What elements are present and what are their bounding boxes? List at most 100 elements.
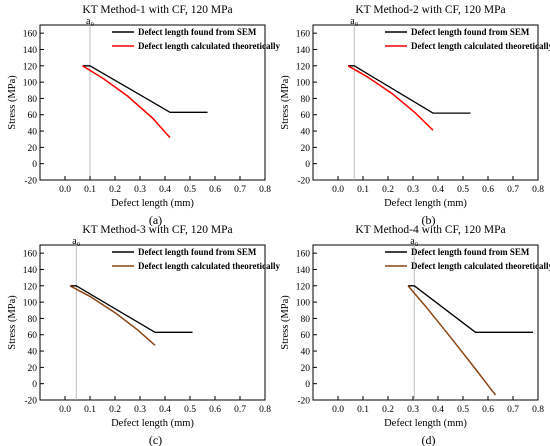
y-axis-label: Stress (MPa) — [7, 295, 18, 350]
y-tick-label: 80 — [28, 315, 38, 325]
x-tick-label: 0.8 — [532, 405, 544, 415]
x-tick-label: 0.8 — [259, 405, 271, 415]
legend-entry: Defect length found from SEM — [138, 247, 257, 257]
x-tick-label: 0.2 — [382, 405, 394, 415]
y-tick-label: 20 — [28, 144, 38, 154]
x-tick-label: 0.7 — [234, 405, 246, 415]
x-tick-label: 0.2 — [382, 185, 394, 195]
x-tick-label: 0.2 — [109, 185, 121, 195]
y-tick-label: 120 — [23, 282, 38, 292]
plot-frame — [39, 24, 266, 181]
x-tick-label: 0.3 — [407, 405, 419, 415]
y-tick-label: 100 — [296, 79, 311, 89]
x-tick-label: 0.1 — [84, 405, 96, 415]
y-tick-label: 40 — [28, 348, 38, 358]
x-axis-label: Defect length (mm) — [384, 198, 467, 209]
y-tick-label: 120 — [23, 62, 38, 72]
x-tick-label: 0.5 — [457, 185, 469, 195]
y-tick-label: 160 — [23, 250, 38, 260]
x-tick-label: 0.4 — [159, 185, 171, 195]
x-tick-label: 0.1 — [357, 405, 369, 415]
y-tick-label: 80 — [301, 95, 311, 105]
x-tick-label: 0.5 — [184, 405, 196, 415]
x-tick-label: 0.6 — [209, 405, 221, 415]
y-tick-label: 120 — [296, 282, 311, 292]
y-tick-label: 40 — [301, 128, 311, 138]
panel-label: (d) — [422, 433, 436, 446]
y-tick-label: 100 — [23, 299, 38, 309]
y-tick-label: 60 — [301, 331, 311, 341]
legend-entry: Defect length found from SEM — [411, 247, 530, 257]
y-tick-label: 20 — [301, 144, 311, 154]
series-line-theoretical — [407, 285, 497, 396]
x-tick-label: 0.0 — [332, 185, 344, 195]
x-tick-label: 0.7 — [507, 185, 519, 195]
x-tick-label: 0.7 — [234, 185, 246, 195]
panel-label: (b) — [422, 213, 436, 227]
y-tick-label: -20 — [24, 397, 37, 407]
y-tick-label: 140 — [296, 266, 311, 276]
y-tick-label: 0 — [305, 380, 310, 390]
y-tick-label: 40 — [301, 348, 311, 358]
chart-title: KT Method-3 with CF, 120 MPa — [82, 224, 232, 236]
series-line-theoretical — [82, 65, 171, 139]
x-tick-label: 0.8 — [259, 185, 271, 195]
chart-title: KT Method-1 with CF, 120 MPa — [82, 4, 232, 16]
x-tick-label: 0.1 — [84, 185, 96, 195]
x-tick-label: 0.4 — [432, 405, 444, 415]
y-tick-label: 20 — [28, 364, 38, 374]
x-tick-label: 0.6 — [209, 185, 221, 195]
y-tick-label: 80 — [301, 315, 311, 325]
y-tick-label: 20 — [301, 364, 311, 374]
y-tick-label: 160 — [296, 250, 311, 260]
x-tick-label: 0.1 — [357, 185, 369, 195]
x-tick-label: 0.8 — [532, 185, 544, 195]
y-tick-label: 60 — [28, 111, 38, 121]
plot-frame — [39, 244, 266, 401]
y-tick-label: 160 — [296, 30, 311, 40]
y-axis-label: Stress (MPa) — [280, 75, 291, 130]
y-tick-label: 80 — [28, 95, 38, 105]
chart-title: KT Method-4 with CF, 120 MPa — [355, 224, 505, 236]
x-tick-label: 0.5 — [457, 405, 469, 415]
x-tick-label: 0.6 — [482, 185, 494, 195]
x-tick-label: 0.0 — [59, 185, 71, 195]
series-line-sem — [408, 285, 533, 333]
y-tick-label: -20 — [24, 177, 37, 187]
series-line-sem — [70, 285, 193, 333]
y-tick-label: 140 — [23, 266, 38, 276]
y-tick-label: 60 — [301, 111, 311, 121]
y-tick-label: 140 — [23, 46, 38, 56]
chart-title: KT Method-2 with CF, 120 MPa — [355, 4, 505, 16]
series-line-sem — [82, 65, 208, 113]
y-tick-label: 60 — [28, 331, 38, 341]
y-tick-label: 140 — [296, 46, 311, 56]
series-line-sem — [348, 65, 471, 114]
plot-frame — [312, 244, 539, 401]
x-tick-label: 0.4 — [432, 185, 444, 195]
legend-entry: Defect length found from SEM — [411, 27, 530, 37]
y-tick-label: -20 — [297, 177, 310, 187]
panel-label: (a) — [149, 213, 162, 227]
a0-label: a₀ — [86, 16, 94, 27]
legend-entry: Defect length calculated theoretically — [138, 41, 281, 51]
a0-label: a₀ — [72, 236, 80, 247]
y-tick-label: 100 — [23, 79, 38, 89]
y-axis-label: Stress (MPa) — [7, 75, 18, 130]
y-tick-label: 0 — [305, 160, 310, 170]
x-tick-label: 0.4 — [159, 405, 171, 415]
x-axis-label: Defect length (mm) — [111, 198, 194, 209]
a0-label: a₀ — [410, 236, 418, 247]
panel-label: (c) — [149, 433, 162, 446]
x-tick-label: 0.3 — [407, 185, 419, 195]
y-tick-label: 120 — [296, 62, 311, 72]
y-tick-label: -20 — [297, 397, 310, 407]
y-tick-label: 160 — [23, 30, 38, 40]
y-tick-label: 0 — [32, 160, 37, 170]
legend-entry: Defect length found from SEM — [138, 27, 257, 37]
series-line-theoretical — [347, 65, 434, 131]
